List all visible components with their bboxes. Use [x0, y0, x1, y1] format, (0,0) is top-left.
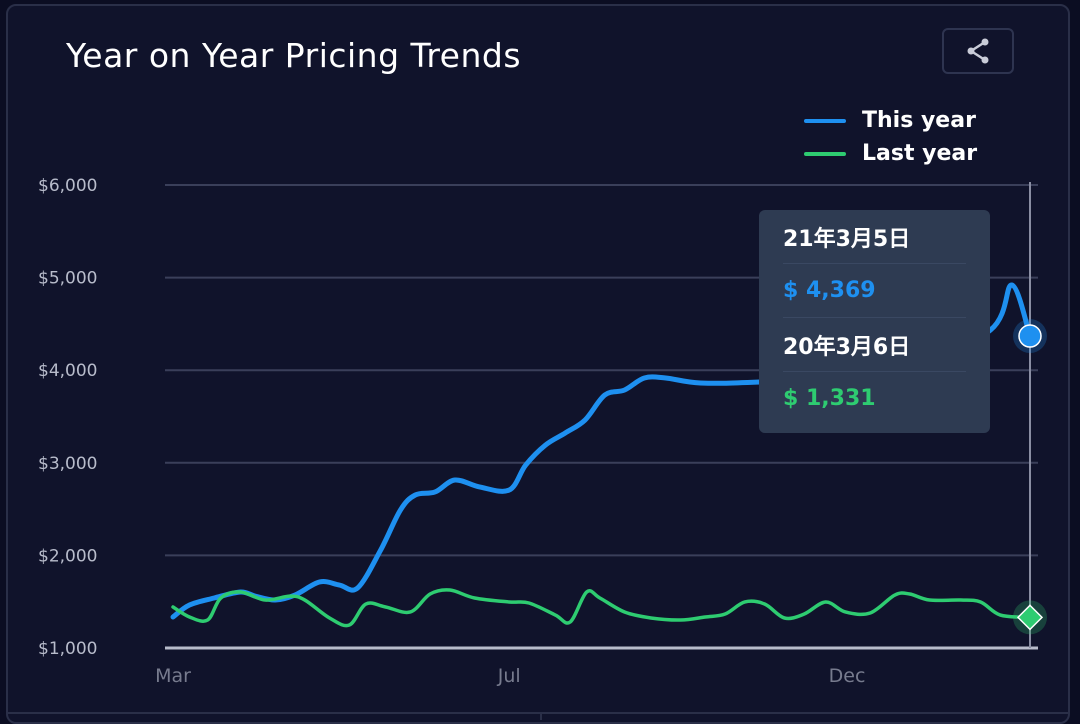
y-tick-label: $3,000	[38, 454, 97, 474]
tooltip-date-this-year: 21年3月5日	[783, 210, 966, 264]
legend-item-this-year[interactable]: This year	[804, 104, 977, 137]
y-tick-label: $4,000	[38, 361, 97, 381]
x-tick-label: Dec	[829, 665, 866, 687]
chart-legend: This year Last year	[804, 104, 977, 170]
tooltip-value-last-year: $ 1,331	[783, 386, 876, 411]
share-icon	[967, 38, 989, 64]
series-line-last-year	[171, 588, 1032, 628]
legend-swatch	[804, 151, 846, 156]
legend-label: This year	[862, 108, 976, 133]
y-tick-label: $6,000	[38, 176, 97, 196]
tooltip-date-last-year: 20年3月6日	[783, 318, 966, 372]
legend-label: Last year	[862, 141, 978, 166]
legend-item-last-year[interactable]: Last year	[804, 137, 977, 170]
y-tick-label: $2,000	[38, 546, 97, 566]
divider	[540, 712, 542, 720]
x-tick-label: Mar	[155, 665, 191, 687]
y-tick-label: $5,000	[38, 269, 97, 289]
data-point-last-year	[1016, 604, 1044, 631]
chart-title: Year on Year Pricing Trends	[66, 36, 522, 75]
x-tick-label: Jul	[497, 665, 521, 687]
divider	[6, 712, 1070, 714]
legend-swatch	[804, 118, 846, 123]
share-button[interactable]	[942, 28, 1014, 74]
y-tick-label: $1,000	[38, 639, 97, 659]
tooltip-value-this-year: $ 4,369	[783, 264, 966, 318]
data-point-this-year	[1018, 324, 1042, 348]
chart-tooltip: 21年3月5日 $ 4,369 20年3月6日 $ 1,331	[759, 210, 990, 433]
